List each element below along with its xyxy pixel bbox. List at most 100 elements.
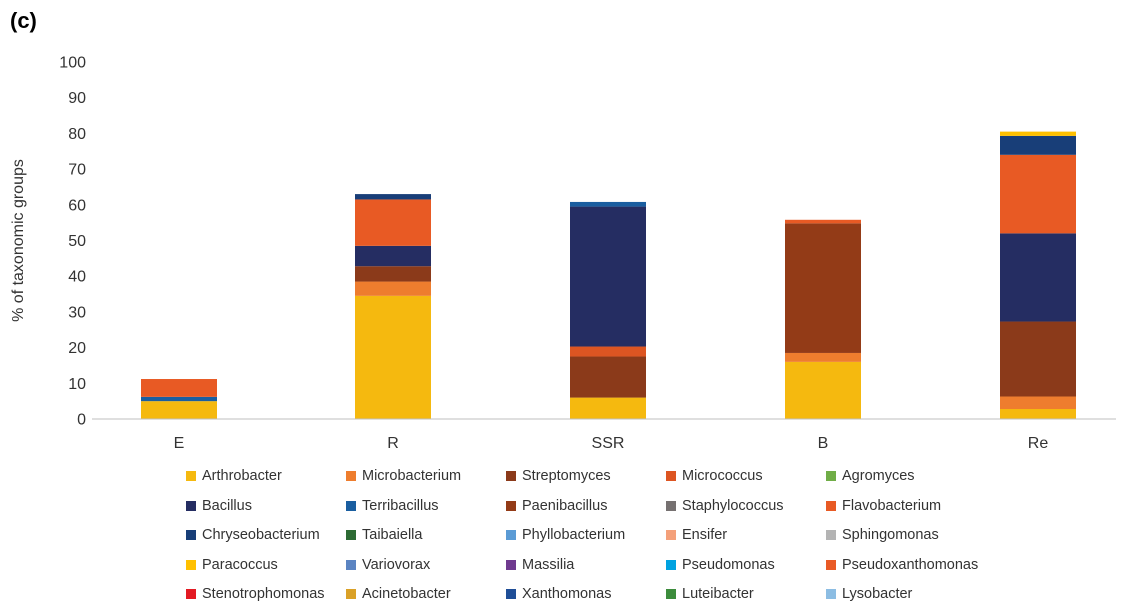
legend-label: Paenibacillus: [522, 497, 608, 514]
legend-item: Massilia: [506, 555, 666, 575]
legend-swatch: [186, 559, 196, 570]
legend-label: Flavobacterium: [842, 497, 942, 514]
bar-segment: [355, 245, 431, 267]
legend-swatch: [346, 530, 356, 540]
legend-item: Variovorax: [346, 555, 506, 575]
legend-item: Agromyces: [826, 466, 1006, 486]
legend-item: Phyllobacterium: [506, 525, 666, 545]
legend-swatch: [826, 530, 836, 540]
legend-swatch: [186, 589, 196, 599]
bar-segment: [570, 201, 646, 207]
bar-segment: [1000, 131, 1076, 136]
legend-label: Luteibacter: [682, 586, 754, 602]
legend-item: Terribacillus: [346, 496, 506, 516]
legend-label: Variovorax: [362, 556, 431, 573]
stacked-bar-chart: % of taxonomic groups 0 10 20 30 40 50 60 70 80 9…: [10, 55, 1116, 452]
bar-segment: [570, 206, 646, 347]
y-tick-label: 60: [68, 197, 86, 214]
y-axis-ticks: 0 10 20 30 40 50 60 70 80 90 100: [59, 55, 86, 429]
legend-swatch: [346, 589, 356, 599]
bar-segment: [1000, 321, 1076, 397]
y-tick-label: 80: [68, 126, 86, 143]
x-tick-label: SSR: [592, 435, 625, 452]
legend-label: Arthrobacter: [202, 468, 282, 484]
legend-item: Taibaiella: [346, 525, 506, 545]
legend-label: Lysobacter: [842, 586, 913, 602]
panel-label: (c): [10, 8, 37, 33]
bar-segment: [785, 361, 861, 419]
legend-label: Bacillus: [202, 497, 252, 514]
y-tick-label: 90: [68, 90, 86, 107]
y-tick-label: 10: [68, 376, 86, 393]
bar-segment: [1000, 154, 1076, 234]
x-tick-label: E: [174, 435, 185, 452]
legend-swatch: [346, 559, 356, 570]
legend-item: Pseudoxanthomonas: [826, 555, 1006, 575]
bar-segment: [355, 199, 431, 246]
bar-segment: [785, 352, 861, 362]
legend-swatch: [506, 589, 516, 599]
x-tick-label: Re: [1028, 435, 1049, 452]
bar-segment: [141, 401, 217, 419]
legend-item: Flavobacterium: [826, 496, 1006, 516]
x-tick-label: R: [387, 435, 399, 452]
y-axis-title: % of taxonomic groups: [10, 159, 27, 322]
bar-segment: [355, 281, 431, 296]
y-tick-label: 100: [59, 55, 86, 72]
bar-segment: [1000, 135, 1076, 155]
legend-swatch: [186, 500, 196, 511]
bar-segment: [1000, 233, 1076, 322]
legend-label: Paracoccus: [202, 556, 278, 573]
legend-swatch: [826, 589, 836, 599]
legend-item: Chryseobacterium: [186, 525, 346, 545]
legend-swatch: [666, 500, 676, 511]
legend-label: Chryseobacterium: [202, 527, 320, 543]
legend-label: Micrococcus: [682, 468, 763, 484]
legend: Arthrobacter Microbacterium Streptomyces Mi…: [186, 466, 1106, 604]
legend-label: Pseudomonas: [682, 556, 775, 573]
bar-segment: [570, 346, 646, 357]
legend-label: Staphylococcus: [682, 497, 784, 514]
bar-segment: [355, 266, 431, 282]
legend-swatch: [666, 530, 676, 540]
legend-swatch: [506, 471, 516, 481]
legend-swatch: [506, 500, 516, 511]
legend-swatch: [826, 559, 836, 570]
bar-segment: [785, 219, 861, 224]
legend-item: Acinetobacter: [346, 584, 506, 604]
legend-item: Arthrobacter: [186, 466, 346, 486]
legend-swatch: [506, 559, 516, 570]
legend-item: Stenotrophomonas: [186, 584, 346, 604]
x-axis-ticks: E R SSR B Re: [174, 435, 1049, 452]
legend-label: Pseudoxanthomonas: [842, 556, 979, 573]
bar-segment: [355, 194, 431, 200]
legend-label: Stenotrophomonas: [202, 586, 325, 602]
legend-label: Ensifer: [682, 527, 728, 543]
bar-segment: [785, 223, 861, 353]
legend-item: Bacillus: [186, 496, 346, 516]
legend-swatch: [666, 589, 676, 599]
legend-swatch: [506, 530, 516, 540]
legend-label: Acinetobacter: [362, 586, 451, 602]
legend-label: Sphingomonas: [842, 527, 939, 543]
legend-swatch: [346, 500, 356, 511]
bar-segment: [1000, 396, 1076, 410]
y-tick-label: 20: [68, 340, 86, 357]
legend-item: Microbacterium: [346, 466, 506, 486]
legend-item: Streptomyces: [506, 466, 666, 486]
legend-label: Agromyces: [842, 468, 915, 484]
legend-item: Pseudomonas: [666, 555, 826, 575]
y-tick-label: 0: [77, 412, 86, 429]
legend-item: Paracoccus: [186, 555, 346, 575]
x-tick-label: B: [818, 435, 829, 452]
legend-item: Lysobacter: [826, 584, 1006, 604]
bar-segment: [141, 396, 217, 402]
legend-item: Staphylococcus: [666, 496, 826, 516]
legend-label: Microbacterium: [362, 468, 462, 484]
legend-swatch: [666, 559, 676, 570]
legend-label: Phyllobacterium: [522, 527, 626, 543]
legend-swatch: [346, 471, 356, 481]
bar-segment: [570, 356, 646, 398]
legend-item: Sphingomonas: [826, 525, 1006, 545]
legend-swatch: [186, 530, 196, 540]
